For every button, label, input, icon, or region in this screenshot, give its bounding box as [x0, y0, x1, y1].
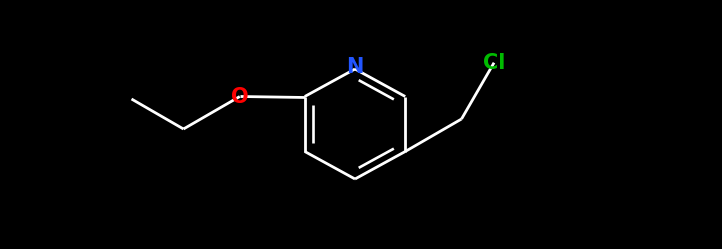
Text: O: O — [231, 86, 248, 107]
Text: N: N — [347, 57, 364, 77]
Text: Cl: Cl — [483, 53, 505, 73]
